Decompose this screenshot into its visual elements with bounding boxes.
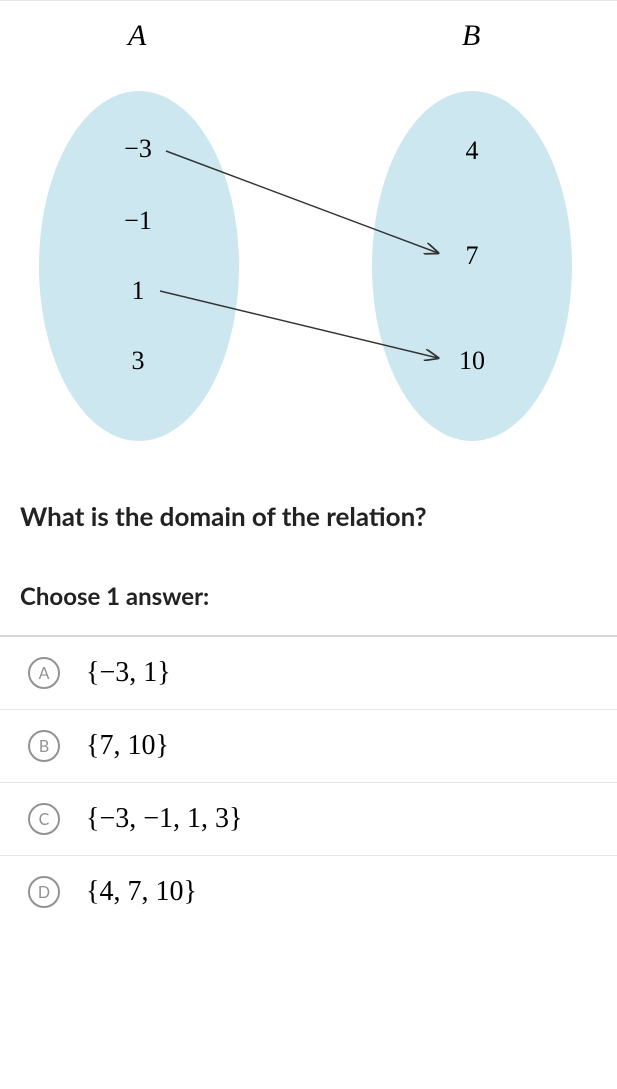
mapping-diagram: A B −3 −1 1 3 4 7 10 [0, 0, 617, 440]
choice-letter-icon: D [28, 876, 60, 908]
choice-math: {4, 7, 10} [86, 876, 197, 908]
set-a-element: 1 [108, 276, 168, 306]
set-a-element: 3 [108, 346, 168, 376]
choice-math: {−3, −1, 1, 3} [86, 803, 242, 835]
choice-b[interactable]: B {7, 10} [0, 710, 617, 783]
choice-letter-icon: A [28, 657, 60, 689]
set-a-element: −3 [108, 134, 168, 164]
set-a-label: A [128, 19, 146, 53]
choice-c[interactable]: C {−3, −1, 1, 3} [0, 783, 617, 856]
choice-a[interactable]: A {−3, 1} [0, 637, 617, 710]
choice-math: {−3, 1} [86, 657, 171, 689]
choices-list: A {−3, 1} B {7, 10} C {−3, −1, 1, 3} D {4, 7, 1… [0, 635, 617, 928]
choice-math: {7, 10} [86, 730, 169, 762]
set-b-label: B [462, 19, 480, 53]
choose-label: Choose 1 answer: [0, 542, 617, 635]
set-a-element: −1 [108, 206, 168, 236]
set-b-element: 10 [442, 346, 502, 376]
choice-letter-icon: B [28, 730, 60, 762]
choice-letter-icon: C [28, 803, 60, 835]
set-b-element: 4 [442, 136, 502, 166]
set-b-element: 7 [442, 241, 502, 271]
choice-d[interactable]: D {4, 7, 10} [0, 856, 617, 928]
question-text: What is the domain of the relation? [0, 440, 617, 542]
